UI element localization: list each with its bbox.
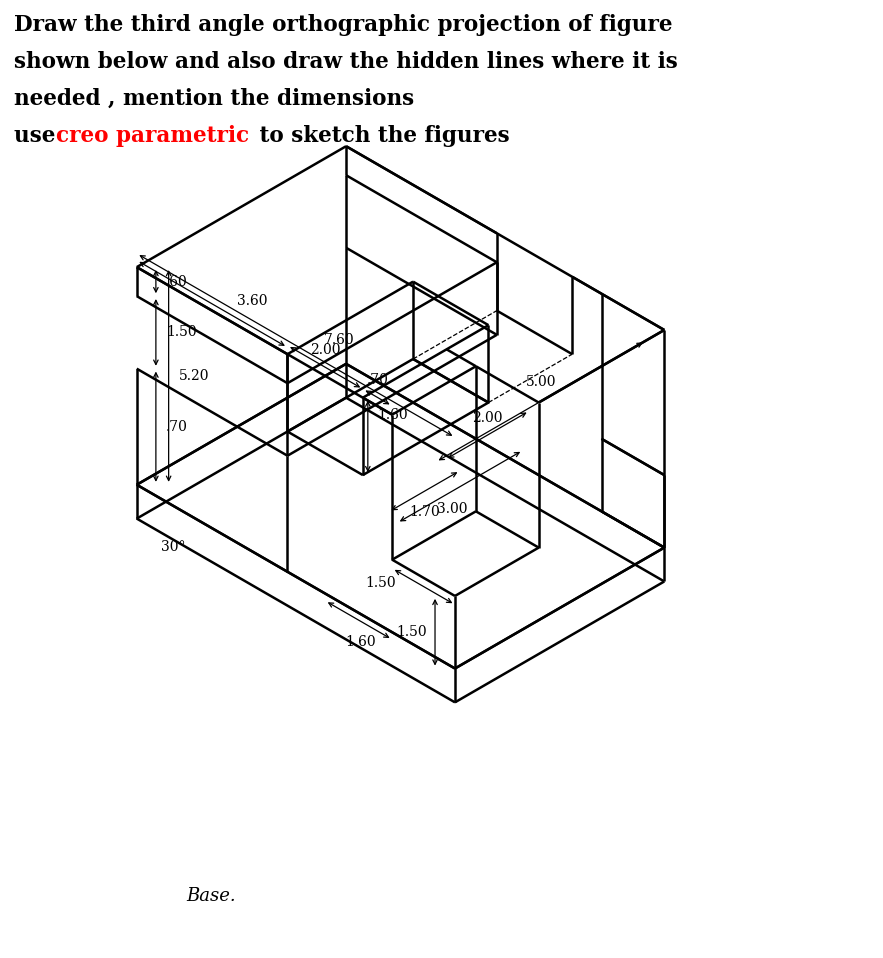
Text: 3.60: 3.60 bbox=[237, 294, 268, 308]
Text: 1.60: 1.60 bbox=[345, 635, 376, 650]
Text: 5.20: 5.20 bbox=[178, 369, 209, 383]
Text: .70: .70 bbox=[166, 420, 188, 434]
Text: 2.00: 2.00 bbox=[310, 343, 341, 357]
Text: 1.50: 1.50 bbox=[365, 576, 396, 589]
Text: use: use bbox=[14, 125, 64, 147]
Text: Draw the third angle orthographic projection of figure: Draw the third angle orthographic projec… bbox=[14, 14, 673, 36]
Text: to sketch the figures: to sketch the figures bbox=[252, 125, 509, 147]
Text: 3.00: 3.00 bbox=[437, 502, 467, 515]
Text: shown below and also draw the hidden lines where it is: shown below and also draw the hidden lin… bbox=[14, 51, 678, 73]
Text: creo parametric: creo parametric bbox=[57, 125, 249, 147]
Text: 1.50: 1.50 bbox=[396, 626, 427, 639]
Text: 5.00: 5.00 bbox=[525, 376, 556, 390]
Text: 1.70: 1.70 bbox=[409, 505, 440, 519]
Text: 2.00: 2.00 bbox=[472, 411, 502, 425]
Text: 1.60: 1.60 bbox=[377, 408, 408, 422]
Text: needed , mention the dimensions: needed , mention the dimensions bbox=[14, 88, 414, 110]
Text: Base.: Base. bbox=[185, 887, 236, 904]
Text: 7.60: 7.60 bbox=[324, 333, 354, 348]
Text: 30°: 30° bbox=[162, 540, 186, 555]
Text: .60: .60 bbox=[166, 275, 187, 288]
Text: .70: .70 bbox=[366, 374, 389, 387]
Text: 1.50: 1.50 bbox=[166, 326, 197, 339]
